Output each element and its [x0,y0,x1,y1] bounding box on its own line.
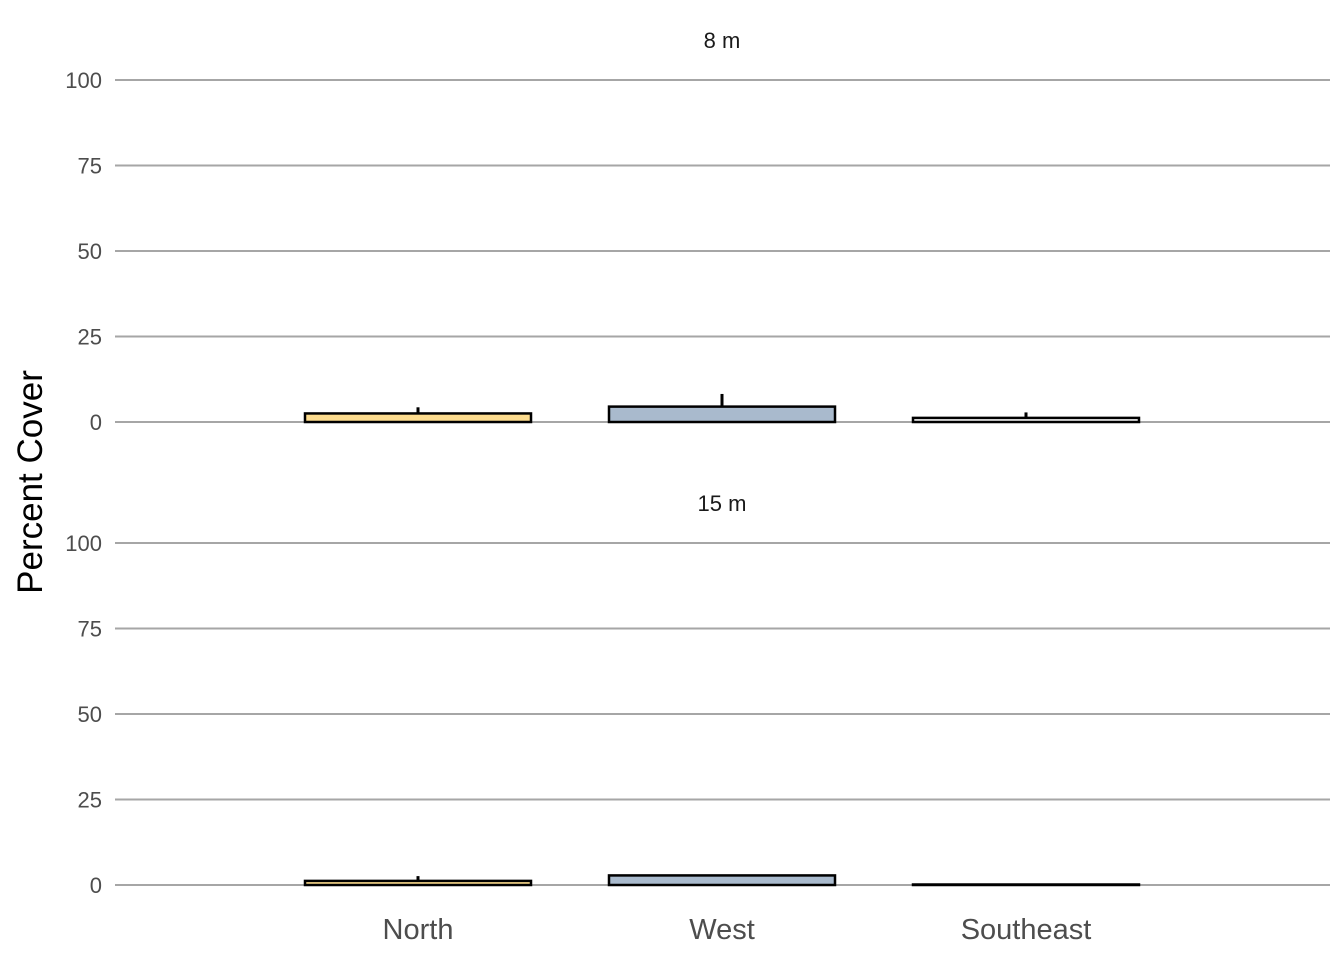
y-tick-label-75: 75 [78,154,102,179]
y-tick-label-25: 25 [78,325,102,350]
y-tick-label-100: 100 [65,531,102,556]
y-tick-label-0: 0 [90,410,102,435]
y-tick-label-0: 0 [90,873,102,898]
bar-north [303,879,533,887]
panel-1: 8 m 0 25 50 75 100 [65,28,1330,435]
bar-west [607,405,837,424]
panel-strip-label: 15 m [698,491,747,516]
bar-west [607,874,837,887]
panel-strip-label: 8 m [704,28,741,53]
panel-2: 15 m 0 25 50 75 100 [65,491,1330,898]
x-tick-label-southeast: Southeast [961,914,1092,946]
facet-panels: 8 m 0 25 50 75 100 15 m 0 25 50 75 100 [65,28,1330,898]
x-tick-label-west: West [689,914,755,946]
bar-north [303,412,533,424]
y-tick-label-25: 25 [78,788,102,813]
y-tick-label-50: 50 [78,239,102,264]
bar-southeast [911,883,1141,887]
y-tick-label-50: 50 [78,702,102,727]
y-tick-label-100: 100 [65,68,102,93]
y-axis-label: Percent Cover [11,370,50,594]
x-tick-label-north: North [383,914,454,946]
y-tick-label-75: 75 [78,617,102,642]
bar-southeast [911,416,1141,424]
